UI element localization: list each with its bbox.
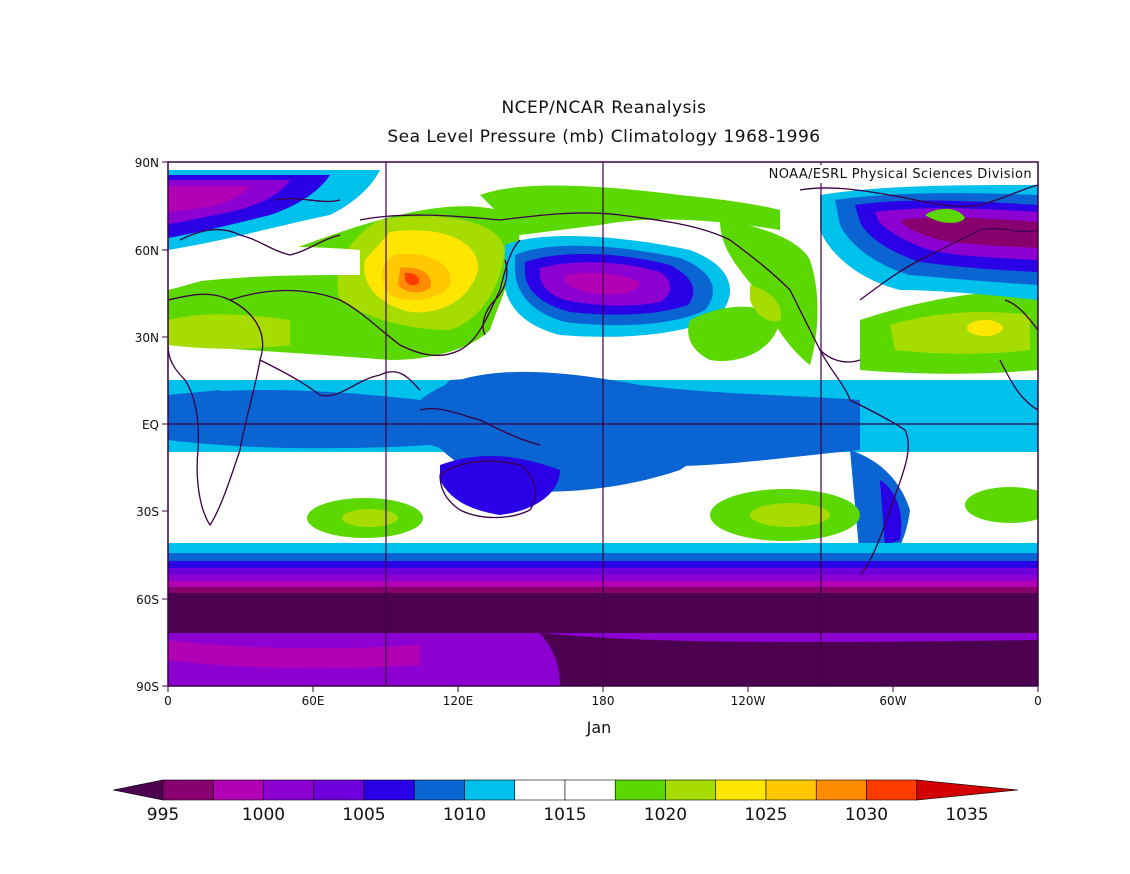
grid-lines bbox=[168, 162, 1038, 686]
lat-label: 60N bbox=[135, 244, 159, 258]
lon-label: 180 bbox=[592, 694, 615, 708]
colorbar-arrow-low bbox=[112, 779, 164, 801]
colorbar-swatch bbox=[665, 779, 717, 801]
lon-label: 60W bbox=[879, 694, 906, 708]
colorbar-swatch bbox=[263, 779, 315, 801]
lat-label: 60S bbox=[136, 593, 159, 607]
colorbar-swatch bbox=[413, 779, 465, 801]
colorbar-label: 1035 bbox=[945, 805, 988, 825]
lat-label: 30N bbox=[135, 331, 159, 345]
credit-text: NOAA/ESRL Physical Sciences Division bbox=[769, 167, 1032, 182]
lon-label: 120W bbox=[731, 694, 766, 708]
lon-label: 120E bbox=[443, 694, 474, 708]
lon-label: 60E bbox=[302, 694, 325, 708]
lat-label: EQ bbox=[142, 418, 159, 432]
colorbar-label: 1010 bbox=[443, 805, 486, 825]
colorbar-swatch bbox=[866, 779, 918, 801]
colorbar-swatch bbox=[765, 779, 817, 801]
lat-label: 30S bbox=[136, 505, 159, 519]
coastlines bbox=[168, 184, 1038, 576]
colorbar-swatch bbox=[614, 779, 666, 801]
colorbar-label: 1025 bbox=[744, 805, 787, 825]
colorbar-swatch bbox=[464, 779, 516, 801]
colorbar-label: 1030 bbox=[845, 805, 888, 825]
colorbar-swatch bbox=[313, 779, 365, 801]
map-title: NCEP/NCAR Reanalysis bbox=[501, 98, 707, 118]
colorbar-swatch bbox=[363, 779, 415, 801]
lon-label: 0 bbox=[164, 694, 172, 708]
colorbar-arrow-high bbox=[916, 779, 1019, 801]
colorbar-swatch bbox=[162, 779, 214, 801]
colorbar-swatch bbox=[212, 779, 264, 801]
axis-ticks bbox=[162, 161, 1039, 692]
lon-label: 0 bbox=[1034, 694, 1042, 708]
colorbar-label: 1020 bbox=[644, 805, 687, 825]
colorbar-label: 1000 bbox=[242, 805, 285, 825]
colorbar-swatch bbox=[815, 779, 867, 801]
map-subtitle: Sea Level Pressure (mb) Climatology 1968… bbox=[387, 127, 821, 147]
month-label: Jan bbox=[586, 718, 612, 737]
lat-label: 90S bbox=[136, 680, 159, 694]
colorbar-label: 995 bbox=[147, 805, 179, 825]
colorbar-label: 1015 bbox=[543, 805, 586, 825]
lat-label: 90N bbox=[135, 156, 159, 170]
colorbar-swatch bbox=[514, 779, 566, 801]
colorbar-swatch bbox=[564, 779, 616, 801]
colorbar-swatch bbox=[715, 779, 767, 801]
colorbar-label: 1005 bbox=[342, 805, 385, 825]
colorbar-labels: 995 1000 1005 1010 1015 1020 1025 1030 1035 bbox=[147, 805, 989, 825]
colorbar bbox=[112, 779, 1019, 801]
